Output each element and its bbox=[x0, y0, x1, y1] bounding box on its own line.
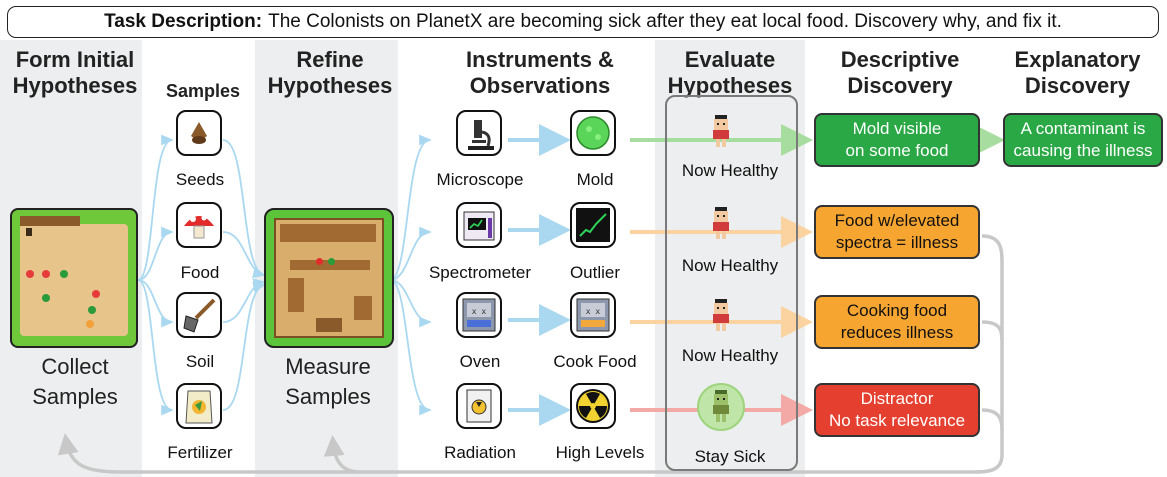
descriptive-3-line2: reduces illness bbox=[840, 323, 954, 342]
evaluation-label-3: Now Healthy bbox=[681, 346, 779, 365]
header-instruments-line1: Instruments & bbox=[466, 47, 614, 72]
instrument-label-radiation: Radiation bbox=[444, 443, 516, 462]
descriptive-2-line1: Food w/elevated bbox=[834, 211, 960, 230]
header-explanatory: Explanatory Discovery bbox=[990, 47, 1165, 99]
arrow-measure-microscope bbox=[389, 134, 432, 281]
mold-icon[interactable] bbox=[570, 110, 616, 156]
shovel-icon[interactable] bbox=[176, 292, 222, 338]
feedback-arrow-to-measure bbox=[323, 435, 361, 474]
measure-line2: Samples bbox=[285, 384, 371, 409]
instrument-label-spectrometer: Spectrometer bbox=[428, 263, 532, 282]
colonist-healthy-icon bbox=[713, 207, 729, 239]
arrow-collect-soil bbox=[137, 279, 174, 328]
arrow-collect-seeds bbox=[137, 134, 174, 281]
header-instruments: Instruments & Observations bbox=[430, 47, 650, 99]
header-explanatory-line1: Explanatory bbox=[1014, 47, 1141, 72]
sample-label-fertilizer: Fertilizer bbox=[167, 443, 233, 462]
measure-line1: Measure bbox=[285, 354, 371, 379]
seeds-icon[interactable] bbox=[176, 110, 222, 156]
explanatory-discovery: A contaminant is causing the illness bbox=[1003, 113, 1163, 167]
collect-samples-label: Collect Samples bbox=[5, 352, 145, 412]
descriptive-discovery-mold: Mold visible on some food bbox=[814, 113, 980, 167]
observation-label-cook-food: Cook Food bbox=[553, 352, 637, 371]
svg-text:x x: x x bbox=[586, 307, 601, 316]
collect-line2: Samples bbox=[32, 384, 118, 409]
arrow-food-measure bbox=[222, 231, 266, 278]
task-description: Task Description: The Colonists on Plane… bbox=[7, 6, 1159, 38]
evaluation-label-1: Now Healthy bbox=[681, 161, 779, 180]
feedback-line-cooking bbox=[981, 320, 1004, 341]
arrow-seeds-measure bbox=[222, 139, 266, 279]
radiation-meter-icon[interactable] bbox=[456, 383, 502, 429]
arrow-soil-measure bbox=[222, 278, 266, 323]
sample-label-food: Food bbox=[180, 263, 220, 282]
colonist-healthy-icon bbox=[713, 299, 729, 331]
header-evaluate: Evaluate Hypotheses bbox=[655, 47, 805, 99]
descriptive-3-line1: Cooking food bbox=[846, 301, 948, 320]
planet-map-image bbox=[10, 208, 138, 348]
arrow-fertilizer-measure bbox=[222, 281, 266, 411]
evaluation-label-4: Stay Sick bbox=[694, 447, 766, 466]
header-refine-hypotheses: Refine Hypotheses bbox=[255, 47, 405, 99]
evaluate-hypotheses-box bbox=[665, 95, 798, 471]
arrow-collect-fertilizer bbox=[137, 279, 174, 416]
descriptive-4-line1: Distractor bbox=[860, 389, 934, 408]
explanatory-line2: causing the illness bbox=[1013, 141, 1153, 160]
arrow-measure-radiation bbox=[389, 279, 432, 416]
feedback-arrow-to-collect bbox=[57, 234, 1004, 474]
observation-label-high-levels: High Levels bbox=[555, 443, 645, 462]
instrument-label-oven: Oven bbox=[459, 352, 501, 371]
colonist-healthy-icon bbox=[713, 115, 729, 147]
header-descriptive-line2: Discovery bbox=[847, 73, 953, 98]
spectrometer-icon[interactable] bbox=[456, 202, 502, 248]
cooking-oven-icon[interactable]: x x bbox=[570, 292, 616, 338]
header-instruments-line2: Observations bbox=[469, 73, 611, 98]
radiation-hazard-icon[interactable] bbox=[570, 383, 616, 429]
arrow-measure-oven bbox=[389, 279, 432, 328]
header-samples: Samples bbox=[165, 81, 241, 101]
header-descriptive-line1: Descriptive bbox=[840, 47, 960, 72]
arrow-measure-spectrometer bbox=[389, 226, 432, 281]
evaluation-label-2: Now Healthy bbox=[681, 256, 779, 275]
fertilizer-bag-icon[interactable] bbox=[176, 383, 222, 429]
arrow-collect-food bbox=[137, 226, 174, 281]
feedback-line-distractor bbox=[981, 408, 1004, 431]
header-explanatory-line2: Discovery bbox=[1024, 73, 1131, 98]
oven-icon[interactable]: x x bbox=[456, 292, 502, 338]
descriptive-discovery-spectra: Food w/elevated spectra = illness bbox=[814, 205, 980, 259]
header-descriptive: Descriptive Discovery bbox=[810, 47, 990, 99]
descriptive-4-line2: No task relevance bbox=[828, 411, 966, 430]
explanatory-line1: A contaminant is bbox=[1020, 119, 1146, 138]
task-description-text: The Colonists on PlanetX are becoming si… bbox=[268, 11, 1062, 32]
descriptive-2-line2: spectra = illness bbox=[835, 233, 959, 252]
instrument-label-microscope: Microscope bbox=[436, 170, 524, 189]
header-form-line2: Hypotheses bbox=[12, 73, 138, 98]
microscope-icon[interactable] bbox=[456, 110, 502, 156]
descriptive-1-line1: Mold visible bbox=[852, 119, 942, 138]
observation-label-mold: Mold bbox=[576, 170, 614, 189]
header-refine-line1: Refine bbox=[296, 47, 364, 72]
descriptive-1-line2: on some food bbox=[845, 141, 949, 160]
task-description-prefix: Task Description: bbox=[104, 11, 263, 32]
colonist-sick-icon bbox=[713, 390, 729, 422]
observation-label-outlier: Outlier bbox=[569, 263, 621, 282]
header-refine-line2: Hypotheses bbox=[267, 73, 393, 98]
header-form-line1: Form Initial bbox=[15, 47, 135, 72]
sample-label-soil: Soil bbox=[185, 352, 215, 371]
descriptive-discovery-distractor: Distractor No task relevance bbox=[814, 383, 980, 437]
mushroom-icon[interactable] bbox=[176, 202, 222, 248]
sample-label-seeds: Seeds bbox=[175, 170, 225, 189]
svg-text:x x: x x bbox=[472, 307, 487, 316]
header-evaluate-line2: Hypotheses bbox=[667, 73, 793, 98]
header-evaluate-line1: Evaluate bbox=[684, 47, 776, 72]
measure-samples-label: Measure Samples bbox=[258, 352, 398, 412]
header-form-hypotheses: Form Initial Hypotheses bbox=[0, 47, 150, 99]
outlier-chart-icon[interactable] bbox=[570, 202, 616, 248]
lab-room-image bbox=[264, 208, 394, 348]
descriptive-discovery-cooking: Cooking food reduces illness bbox=[814, 295, 980, 349]
collect-line1: Collect bbox=[41, 354, 109, 379]
